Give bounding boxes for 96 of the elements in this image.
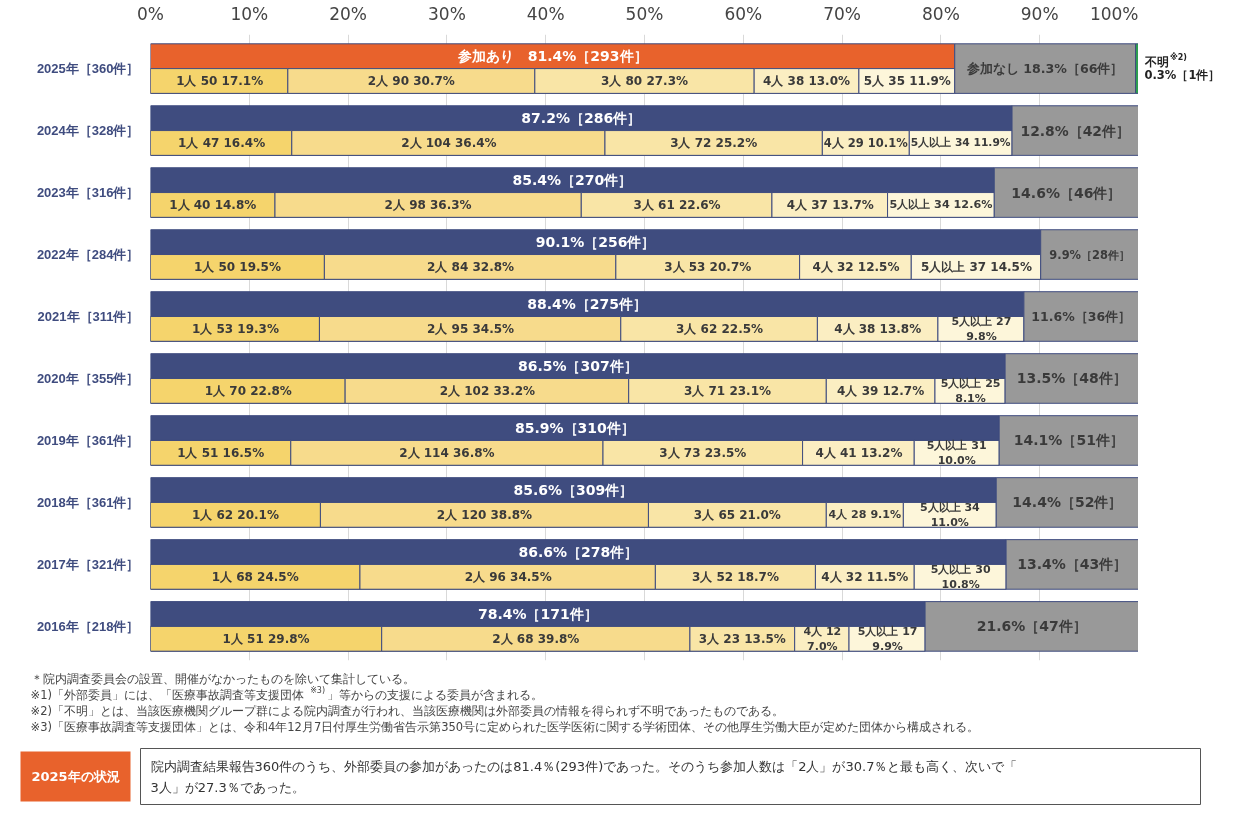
- annotation: 1人 51 16.5%: [177, 445, 265, 460]
- y-tick-label: 2018年［361件］: [36, 494, 140, 510]
- annotation: 3人 62 22.5%: [676, 321, 764, 336]
- x-tick-label: 10%: [230, 3, 269, 24]
- x-tick-label: 0%: [137, 3, 164, 24]
- data-label: 85.4%［270件］: [512, 172, 633, 189]
- annotation: 2人 95 34.5%: [427, 321, 515, 336]
- annotation: 1人 68 24.5%: [211, 569, 299, 584]
- y-tick-label: 2023年［316件］: [36, 185, 140, 201]
- annotation: 5人以上 30 10.8%: [930, 562, 991, 592]
- data-label: 78.4%［171件］: [477, 606, 598, 623]
- data-label: 14.4%［52件］: [1012, 494, 1123, 511]
- annotation: 2人 114 36.8%: [399, 445, 495, 460]
- annotation: 4人 32 11.5%: [821, 569, 909, 584]
- x-tick-label: 50%: [625, 3, 664, 24]
- annotation: 2人 102 33.2%: [439, 383, 536, 398]
- data-label: 参加あり 81.4%［293件］: [456, 48, 648, 65]
- annotation: 4人 38 13.8%: [834, 321, 922, 336]
- x-tick-label: 80%: [922, 3, 960, 24]
- annotation: 4人 28 9.1%: [828, 508, 902, 522]
- annotation: 2人 84 32.8%: [427, 259, 515, 274]
- annotation: 2人 104 36.4%: [401, 135, 497, 150]
- annotation: 3人 65 21.0%: [693, 507, 781, 522]
- annotation: 2人 120 38.8%: [436, 507, 533, 522]
- annotation: 3人 53 20.7%: [664, 259, 752, 274]
- x-tick-label: 70%: [823, 3, 861, 24]
- data-label: 12.8%［42件］: [1020, 122, 1131, 139]
- annotation: 1人 47 16.4%: [178, 135, 266, 150]
- annotation: 5人以上 34 11.0%: [919, 500, 981, 530]
- annotation: 1人 70 22.8%: [204, 383, 292, 398]
- data-label: 86.5%［307件］: [517, 358, 638, 375]
- annotation: 5人 35 11.9%: [863, 73, 951, 88]
- text: ※2)「不明」とは、当該医療機関グループ群による院内調査が行われ、当該医療機関は外部委員の情報を得られず不明であったものである。: [30, 703, 784, 718]
- annotation: 1人 50 19.5%: [193, 259, 281, 274]
- text: 2025年の状況: [31, 769, 120, 784]
- y-tick-label: 2020年［355件］: [36, 370, 140, 386]
- y-tick-label: 2025年［360件］: [36, 61, 140, 77]
- annotation: 1人 50 17.1%: [176, 73, 264, 88]
- x-tick-label: 90%: [1020, 3, 1059, 24]
- annotation: 1人 62 20.1%: [191, 507, 279, 522]
- annotation: 5人以上 27 9.8%: [951, 314, 1012, 344]
- annotation: 1人 53 19.3%: [191, 321, 279, 336]
- data-label: 14.6%［46件］: [1011, 184, 1122, 201]
- annotation: 3人 61 22.6%: [633, 197, 721, 212]
- data-label: 85.6%［309件］: [513, 482, 634, 499]
- text: 院内調査結果報告360件のうち、外部委員の参加があったのは81.4％(293件)であった。そのうち参加人数は「2人」が30.7％と最も高く、次いで「3人」が27.3％であった。: [150, 758, 1018, 795]
- data-label: 85.9%［310件］: [514, 420, 635, 437]
- annotation: 4人 29 10.1%: [823, 135, 909, 150]
- data-label: 13.5%［48件］: [1016, 370, 1127, 387]
- annotation: 2人 96 34.5%: [464, 569, 552, 584]
- y-tick-label: 2024年［328件］: [36, 123, 140, 139]
- annotation: 5人以上 37 14.5%: [920, 259, 1032, 274]
- annotation: 3人 72 25.2%: [670, 135, 758, 150]
- annotation: 5人以上 25 8.1%: [940, 376, 1001, 406]
- data-label: 87.2%［286件］: [521, 110, 642, 127]
- data-label: 21.6%［47件］: [976, 618, 1087, 635]
- annotation: 4人 41 13.2%: [815, 445, 903, 460]
- y-tick-label: 2017年［321件］: [36, 556, 140, 572]
- y-tick-label: 2019年［361件］: [36, 432, 140, 448]
- annotation: 1人 40 14.8%: [169, 197, 257, 212]
- annotation: 4人 39 12.7%: [837, 383, 925, 398]
- text: ＊院内調査委員会の設置、開催がなかったものを除いて集計している。: [30, 671, 415, 686]
- x-tick-label: 30%: [428, 3, 466, 24]
- data-label: 13.4%［43件］: [1017, 556, 1128, 573]
- annotation: 3人 73 23.5%: [659, 445, 747, 460]
- annotation: 2人 98 36.3%: [384, 197, 472, 212]
- data-label: 86.6%［278件］: [518, 544, 639, 561]
- annotation: 1人 51 29.8%: [222, 631, 310, 646]
- data-label: 参加なし 18.3%［66件］: [965, 61, 1124, 77]
- data-label: 90.1%［256件］: [535, 234, 656, 251]
- y-tick-label: 2021年［311件］: [37, 309, 140, 325]
- data-label: 9.9%［28件］: [1049, 247, 1130, 262]
- annotation: 5人以上 31 10.0%: [926, 438, 987, 468]
- annotation: 4人 38 13.0%: [763, 73, 851, 88]
- annotation: 5人以上 34 12.6%: [889, 198, 993, 212]
- y-tick-label: 2016年［218件］: [36, 618, 140, 634]
- x-tick-label: 100%: [1089, 3, 1139, 24]
- annotation: 2人 68 39.8%: [492, 631, 580, 646]
- y-tick-label: 2022年［284件］: [36, 247, 140, 263]
- annotation: 3人 71 23.1%: [683, 383, 772, 398]
- annotation: 2人 90 30.7%: [367, 73, 455, 88]
- data-label: 14.1%［51件］: [1013, 432, 1124, 449]
- x-tick-label: 40%: [526, 3, 565, 24]
- x-tick-label: 20%: [329, 3, 367, 24]
- annotation: 5人以上 34 11.9%: [910, 136, 1011, 150]
- data-label: 88.4%［275件］: [527, 296, 648, 313]
- annotation: 5人以上 17 9.9%: [857, 624, 918, 654]
- annotation: 3人 52 18.7%: [691, 569, 779, 584]
- x-tick-label: 60%: [724, 3, 763, 24]
- annotation: 4人 37 13.7%: [786, 197, 874, 212]
- annotation: 4人 32 12.5%: [812, 259, 900, 274]
- annotation: 4人 12 7.0%: [803, 624, 842, 654]
- text: ※3)「医療事故調査等支援団体」とは、令和4年12月7日付厚生労働省告示第350号に定められた医学医術に関する学術団体、その他厚生労働大臣が定めた団体から構成される。: [30, 719, 980, 734]
- data-label: 11.6%［36件］: [1031, 309, 1132, 325]
- annotation: 3人 80 27.3%: [600, 73, 689, 88]
- annotation: 3人 23 13.5%: [698, 631, 786, 646]
